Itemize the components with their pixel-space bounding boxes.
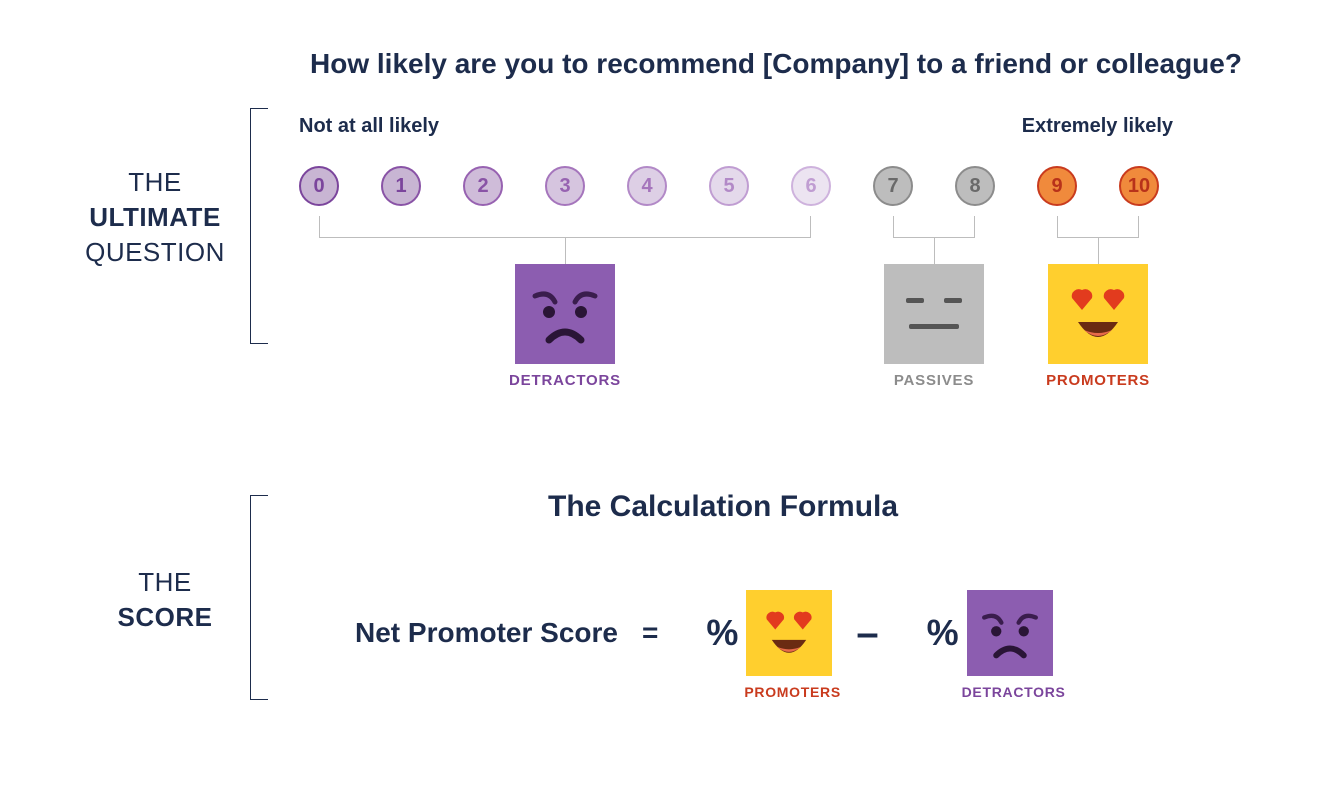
- promoters-label: PROMOTERS: [1028, 372, 1168, 389]
- scale-dot-3[interactable]: 3: [545, 166, 585, 206]
- bracket-icon: [250, 108, 268, 344]
- detractors-stem-icon: [565, 238, 566, 264]
- formula: Net Promoter Score = % – %: [355, 590, 1053, 676]
- detractor-face-icon: [967, 590, 1053, 676]
- scale-dot-2[interactable]: 2: [463, 166, 503, 206]
- passives-stem-icon: [934, 238, 935, 264]
- passives-label: PASSIVES: [864, 372, 1004, 389]
- scale-dot-6[interactable]: 6: [791, 166, 831, 206]
- passives-bracket-icon: [893, 216, 975, 238]
- likert-scale: 012345678910: [0, 0, 1343, 40]
- section-line: THE: [138, 567, 192, 597]
- scale-high-label: Extremely likely: [1022, 115, 1173, 138]
- section-label-score: THE SCORE: [115, 565, 215, 635]
- section-line: QUESTION: [85, 237, 225, 267]
- equals-sign: =: [642, 617, 658, 649]
- promoters-stem-icon: [1098, 238, 1099, 264]
- bracket-icon: [250, 495, 268, 700]
- detractors-label: DETRACTORS: [495, 372, 635, 389]
- percent-sign: %: [927, 612, 959, 654]
- detractors-face-icon: [515, 264, 615, 364]
- scale-dot-10[interactable]: 10: [1119, 166, 1159, 206]
- section-line: ULTIMATE: [89, 202, 221, 232]
- scale-dot-4[interactable]: 4: [627, 166, 667, 206]
- scale-dot-7[interactable]: 7: [873, 166, 913, 206]
- question-text: How likely are you to recommend [Company…: [310, 48, 1242, 80]
- promoters-face-icon: [1048, 264, 1148, 364]
- percent-sign: %: [706, 612, 738, 654]
- scale-low-label: Not at all likely: [299, 115, 439, 138]
- section-line: THE: [128, 167, 182, 197]
- detractor-sublabel: DETRACTORS: [962, 684, 1066, 700]
- scale-dot-0[interactable]: 0: [299, 166, 339, 206]
- scale-dot-9[interactable]: 9: [1037, 166, 1077, 206]
- detractors-bracket-icon: [319, 216, 811, 238]
- section-line: SCORE: [118, 602, 213, 632]
- promoter-sublabel: PROMOTERS: [744, 684, 841, 700]
- formula-lhs: Net Promoter Score: [355, 617, 618, 649]
- passives-face-icon: [884, 264, 984, 364]
- section-label-question: THE ULTIMATE QUESTION: [75, 165, 235, 270]
- promoters-bracket-icon: [1057, 216, 1139, 238]
- promoter-face-icon: [746, 590, 832, 676]
- calc-title: The Calculation Formula: [548, 490, 898, 524]
- scale-dot-5[interactable]: 5: [709, 166, 749, 206]
- minus-sign: –: [856, 611, 878, 656]
- scale-dot-1[interactable]: 1: [381, 166, 421, 206]
- scale-dot-8[interactable]: 8: [955, 166, 995, 206]
